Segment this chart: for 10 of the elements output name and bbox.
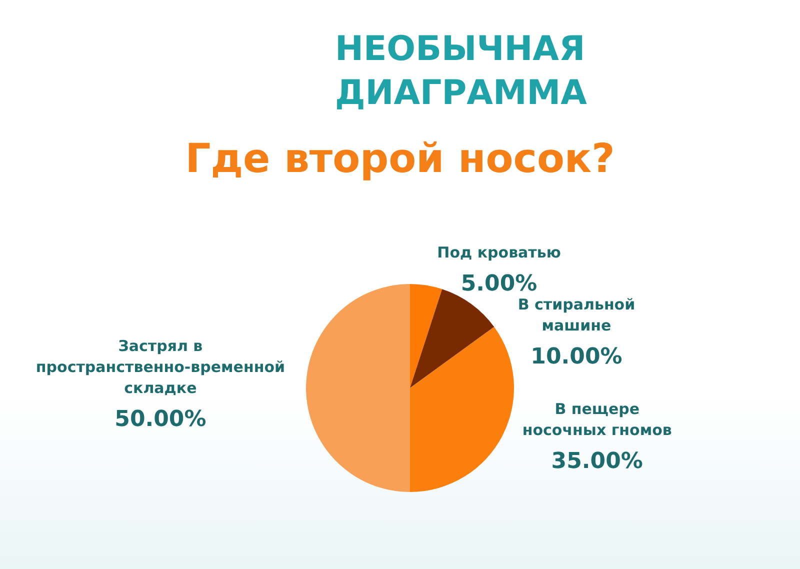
slice-label: Под кроватью	[437, 243, 561, 262]
data-label: 10.00%	[530, 344, 622, 370]
data-label: 50.00%	[114, 407, 206, 432]
slice-label: В стиральной машине	[518, 295, 636, 334]
chart-subtitle: НЕОБЫЧНАЯ ДИАГРАММА	[335, 29, 588, 113]
slice-label: Застрял в пространственно-временной складке	[36, 337, 286, 397]
data-label: 5.00%	[460, 271, 538, 296]
chart-title: Где второй носок?	[185, 136, 615, 182]
slice-label: В пещере носочных гномов	[522, 400, 672, 440]
data-label: 35.00%	[551, 449, 643, 474]
